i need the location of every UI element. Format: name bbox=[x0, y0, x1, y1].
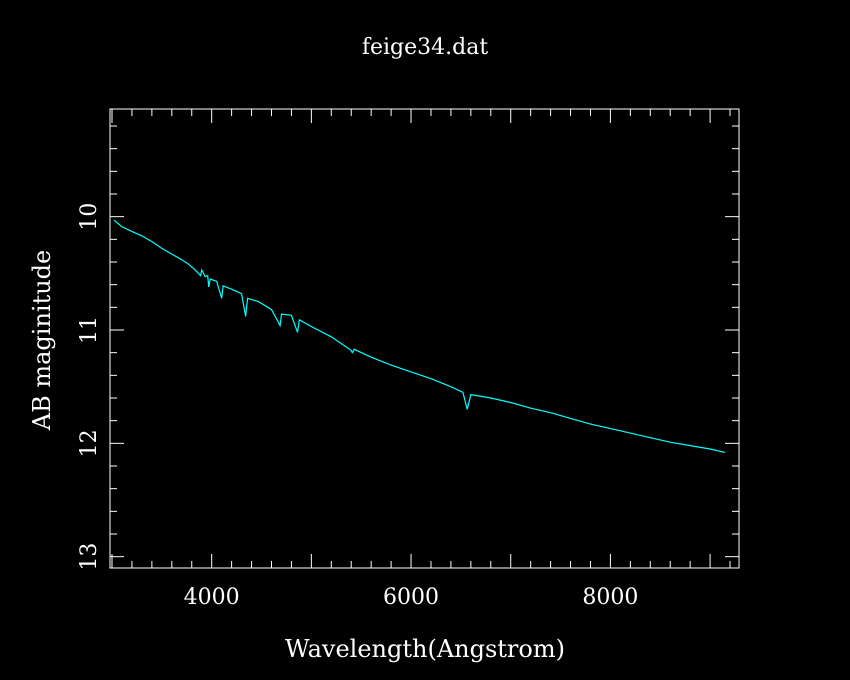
plot-frame bbox=[109, 108, 740, 569]
y-tick-labels: 10 11 12 13 bbox=[77, 203, 102, 571]
x-tick-label: 6000 bbox=[383, 585, 439, 610]
y-tick-label: 13 bbox=[77, 543, 102, 571]
x-tick-label: 8000 bbox=[582, 585, 638, 610]
y-tick-label: 10 bbox=[77, 203, 102, 231]
series-line-spectrum bbox=[113, 219, 726, 453]
axis-ticks bbox=[110, 109, 739, 568]
y-tick-label: 12 bbox=[77, 429, 102, 457]
x-axis-label: Wavelength(Angstrom) bbox=[285, 635, 565, 663]
x-tick-labels: 4000 6000 8000 bbox=[184, 585, 639, 610]
y-tick-label: 11 bbox=[77, 316, 102, 344]
chart-title: feige34.dat bbox=[362, 35, 488, 60]
x-tick-label: 4000 bbox=[184, 585, 240, 610]
y-axis-label: AB maginitude bbox=[28, 250, 56, 432]
